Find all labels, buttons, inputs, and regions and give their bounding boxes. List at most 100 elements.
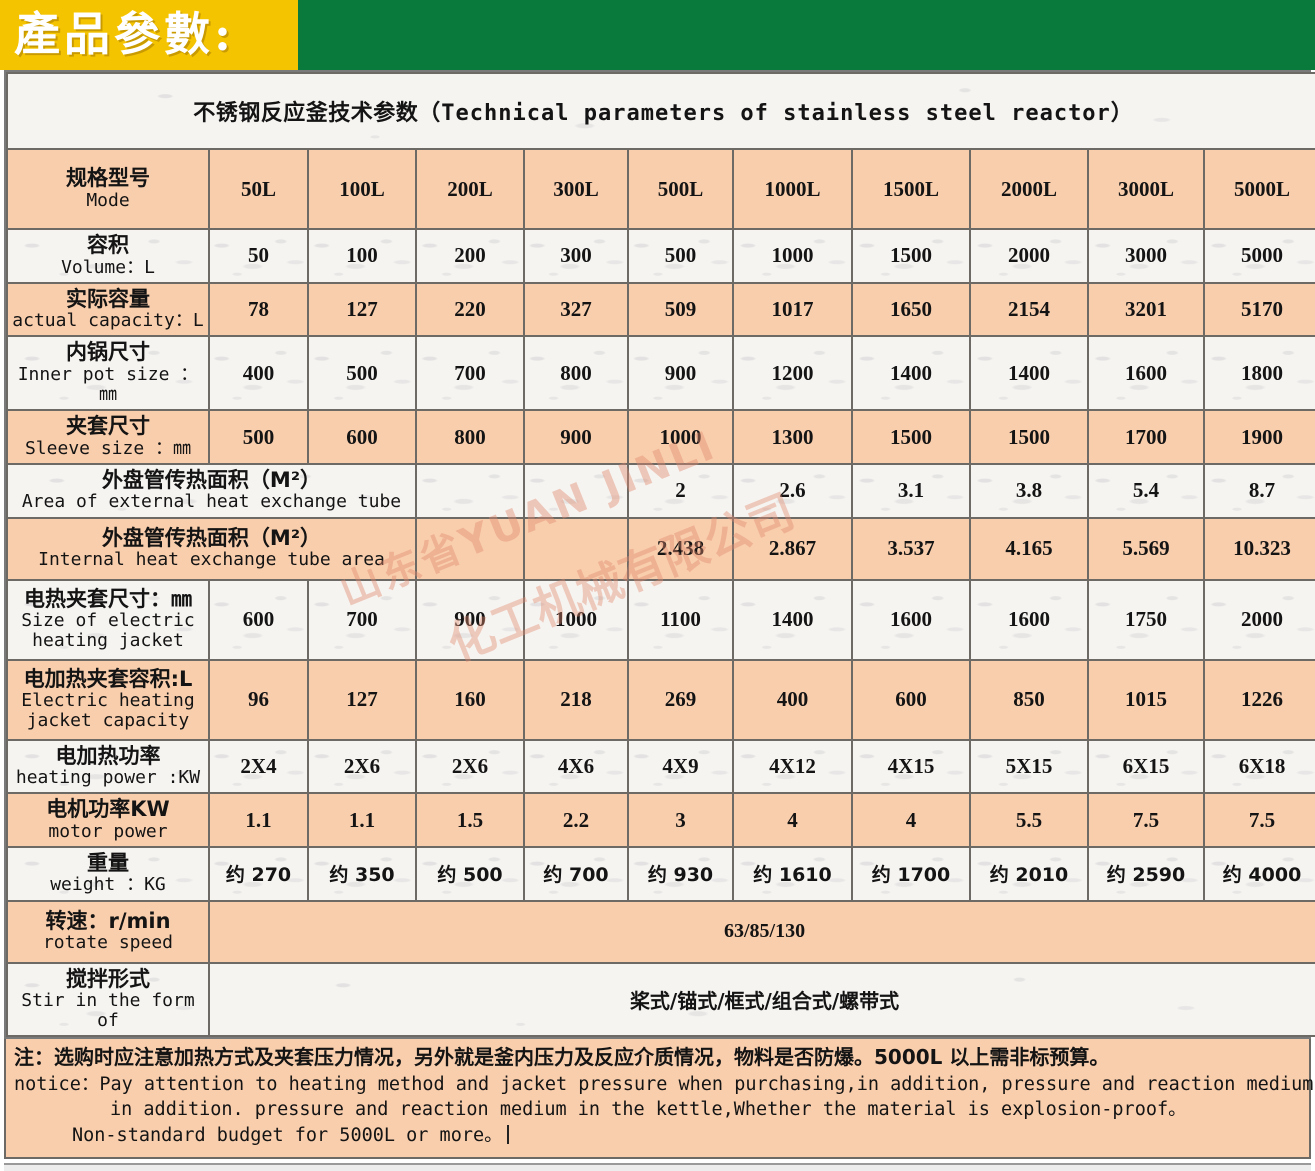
- cell-value: 500: [307, 335, 417, 412]
- cell-value: 1600: [1087, 335, 1205, 412]
- cell-value: 1015: [1087, 658, 1205, 741]
- cell-value: 1300: [732, 409, 853, 465]
- model-header-cell: 5000L: [1202, 148, 1315, 230]
- row-label-cn: 电加热功率: [55, 743, 161, 768]
- cell-value: 600: [851, 658, 971, 741]
- row-label-cell: 内锅尺寸 Inner pot size ：㎜: [6, 335, 210, 412]
- table-title-en: （Technical parameters of stainless steel…: [418, 101, 1134, 126]
- cell-value: 1000: [627, 409, 734, 465]
- row-label-en: weight ：KG: [50, 874, 166, 896]
- cell-value: 4X15: [851, 738, 971, 795]
- cell-value: 900: [627, 335, 734, 412]
- row-label-en: Sleeve size ：㎜: [24, 437, 192, 459]
- cell-value: 300: [523, 228, 629, 284]
- cell-value: 3000: [1087, 228, 1205, 284]
- cell-value: [415, 462, 525, 519]
- model-header-cell: 500L: [627, 148, 734, 230]
- table-title-row: 不锈钢反应釜技术参数（Technical parameters of stain…: [5, 72, 1315, 150]
- cell-value: 1750: [1087, 578, 1205, 661]
- cell-value: 500: [208, 409, 309, 465]
- model-header-cell: 200L: [415, 148, 525, 230]
- table-row: 夹套尺寸 Sleeve size ：㎜ 500 600 800 900 1000…: [6, 409, 1315, 465]
- row-label-en: rotate speed: [42, 932, 174, 954]
- model-header-cell: 1000L: [732, 148, 853, 230]
- cell-value: 600: [307, 409, 417, 465]
- row-label-cell: 外盘管传热面积（M²） Area of external heat exchan…: [6, 462, 417, 519]
- cell-value: 1500: [851, 228, 971, 284]
- cell-value: 1100: [627, 578, 734, 661]
- row-label-cell: 实际容量 actual capacity：L: [6, 281, 210, 338]
- cell-value: 约 2590: [1087, 845, 1205, 902]
- notice-line-en-1: notice：Pay attention to heating method a…: [14, 1073, 1315, 1095]
- cell-value: 3.1: [851, 462, 971, 519]
- cell-value: 1200: [732, 335, 853, 412]
- row-label-cell: 转速：r/min rotate speed: [6, 899, 210, 964]
- text-caret: [506, 1124, 509, 1144]
- notice-line-en-3: Non-standard budget for 5000L or more。: [14, 1123, 1301, 1149]
- row-label-en: Electric heating jacket capacity: [21, 690, 195, 732]
- cell-value: 6X15: [1087, 738, 1205, 795]
- notice-block: 注：选购时应注意加热方式及夹套压力情况，另外就是釜内压力及反应介质情况，物料是否…: [4, 1039, 1315, 1159]
- cell-value: 160: [415, 658, 525, 741]
- cell-value: 200: [415, 228, 525, 284]
- table-header-row: 规格型号 Mode 50L 100L 200L 300L 500L 1000L …: [6, 148, 1315, 230]
- row-label-en: Stir in the form of: [21, 990, 195, 1032]
- cell-value: 3.537: [851, 516, 971, 581]
- cell-value: 1700: [1087, 409, 1205, 465]
- cell-value: 1.1: [208, 792, 309, 848]
- cell-value: 1400: [969, 335, 1089, 412]
- cell-value: 1500: [851, 409, 971, 465]
- row-label-en: Volume：L: [61, 256, 155, 278]
- table-row: 实际容量 actual capacity：L 78 127 220 327 50…: [6, 281, 1315, 338]
- row-label-cn: 容积: [87, 233, 129, 257]
- table-title-cn: 不锈钢反应釜技术参数: [193, 101, 419, 126]
- row-label-cn: 内锅尺寸: [66, 340, 150, 365]
- table-title-cell: 不锈钢反应釜技术参数（Technical parameters of stain…: [5, 72, 1315, 150]
- cell-value: 6X18: [1202, 738, 1315, 795]
- cell-value: 4: [851, 792, 971, 848]
- bottom-rule: [4, 1162, 1311, 1171]
- header-label-cell: 规格型号 Mode: [6, 148, 210, 230]
- row-label-cn: 外盘管传热面积（M²）: [101, 525, 322, 550]
- cell-value: 700: [415, 335, 525, 412]
- cell-value: 1650: [851, 281, 971, 338]
- row-label-en: Internal heat exchange tube area: [38, 549, 385, 571]
- table-row: 内锅尺寸 Inner pot size ：㎜ 400 500 700 800 9…: [6, 335, 1315, 412]
- cell-value: 4X6: [523, 738, 629, 795]
- model-header-cell: 50L: [208, 148, 309, 230]
- row-label-cn: 电加热夹套容积:L: [23, 666, 193, 691]
- cell-value: [415, 516, 525, 581]
- cell-value: 1900: [1202, 409, 1315, 465]
- model-header-cell: 3000L: [1087, 148, 1205, 230]
- cell-value: 78: [208, 281, 309, 338]
- row-label-cn: 重量: [87, 850, 129, 875]
- table-row-merged: 转速：r/min rotate speed 63/85/130: [6, 899, 1315, 964]
- row-label-cn: 电机功率KW: [46, 797, 170, 822]
- row-label-cell: 电加热夹套容积:L Electric heating jacket capaci…: [6, 658, 210, 741]
- cell-value: 5.4: [1087, 462, 1205, 519]
- header-label-en: Mode: [86, 189, 130, 211]
- cell-value: [523, 462, 629, 519]
- cell-value: 500: [627, 228, 734, 284]
- cell-value: 约 500: [415, 845, 525, 902]
- cell-value: 1000: [523, 578, 629, 661]
- row-label-cn: 外盘管传热面积（M²）: [101, 467, 322, 492]
- spec-table: 不锈钢反应釜技术参数（Technical parameters of stain…: [5, 72, 1315, 1038]
- cell-value: 2000: [969, 228, 1089, 284]
- cell-value-merged: 桨式/锚式/框式/组合式/螺带式: [207, 961, 1315, 1038]
- cell-value: 3201: [1087, 281, 1205, 338]
- row-label-cn: 搅拌形式: [66, 966, 150, 991]
- cell-value: [523, 516, 629, 581]
- row-label-cell: 夹套尺寸 Sleeve size ：㎜: [6, 409, 210, 465]
- cell-value: 400: [732, 658, 853, 741]
- cell-value: 96: [208, 658, 309, 741]
- cell-value: 127: [307, 281, 417, 338]
- notice-line-en-3-text: Non-standard budget for 5000L or more。: [72, 1124, 503, 1146]
- row-label-cell: 外盘管传热面积（M²） Internal heat exchange tube …: [6, 516, 417, 581]
- row-label-en: actual capacity：L: [12, 310, 204, 332]
- cell-value: 327: [523, 281, 629, 338]
- cell-value: 850: [969, 658, 1089, 741]
- cell-value: 约 270: [208, 845, 309, 902]
- cell-value: 1226: [1202, 658, 1315, 741]
- row-label-en: heating power :KW: [15, 767, 201, 789]
